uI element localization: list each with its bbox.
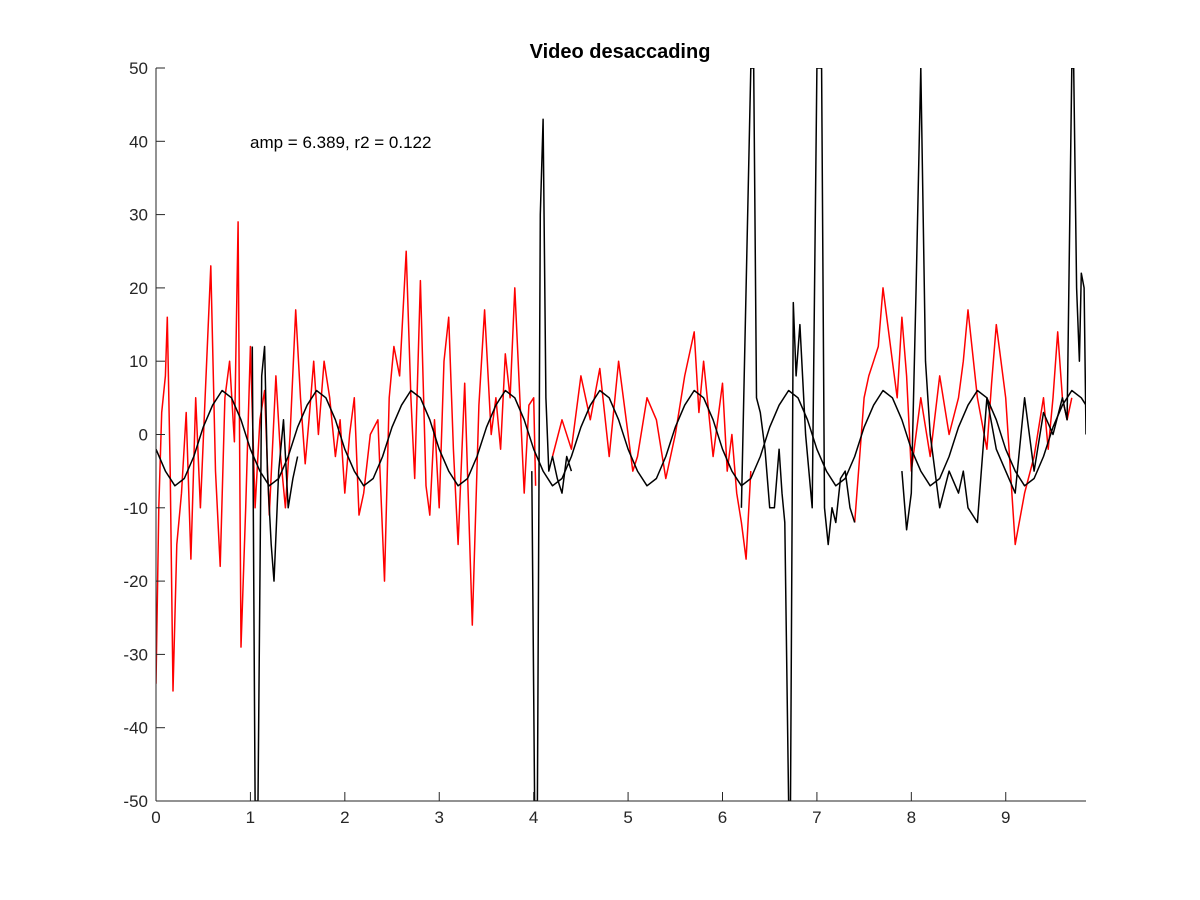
y-tick-label: 30: [129, 206, 148, 225]
axes: 0 1 2 3 4 5 6 7 8 9 -50 -40 -30 -20 -10 0 10 20 30 40 50: [123, 59, 1086, 827]
y-tick-label: 10: [129, 352, 148, 371]
chart-title: Video desaccading: [530, 41, 711, 63]
x-tick-label: 7: [812, 808, 821, 827]
x-tick-label: 6: [718, 808, 727, 827]
x-tick-label: 3: [435, 808, 444, 827]
y-tick-label: -50: [123, 792, 148, 811]
series-layer: [156, 68, 1086, 801]
series-line-0: [156, 221, 537, 692]
series-line-6: [901, 68, 1086, 531]
x-tick-label: 9: [1001, 808, 1010, 827]
x-tick-label: 5: [623, 808, 632, 827]
series-line-5: [740, 68, 856, 801]
x-tick-label: 2: [340, 808, 349, 827]
y-tick-label: 40: [129, 132, 148, 151]
series-line-2: [853, 287, 1073, 546]
plot-area: [156, 68, 1086, 801]
y-tick-label: 20: [129, 279, 148, 298]
x-tick-label: 0: [151, 808, 160, 827]
y-tick-label: -30: [123, 645, 148, 664]
y-tick-label: 50: [129, 59, 148, 78]
series-line-7: [156, 389, 1086, 487]
x-tick-label: 1: [246, 808, 255, 827]
fit-annotation: amp = 6.389, r2 = 0.122: [250, 133, 431, 152]
y-tick-label: -10: [123, 499, 148, 518]
y-tick-label: 0: [139, 426, 148, 445]
series-line-4: [531, 118, 573, 801]
x-tick-label: 8: [907, 808, 916, 827]
series-line-3: [251, 345, 299, 801]
y-tick-label: -40: [123, 719, 148, 738]
series-line-1: [551, 331, 752, 560]
y-tick-label: -20: [123, 572, 148, 591]
x-tick-label: 4: [529, 808, 538, 827]
